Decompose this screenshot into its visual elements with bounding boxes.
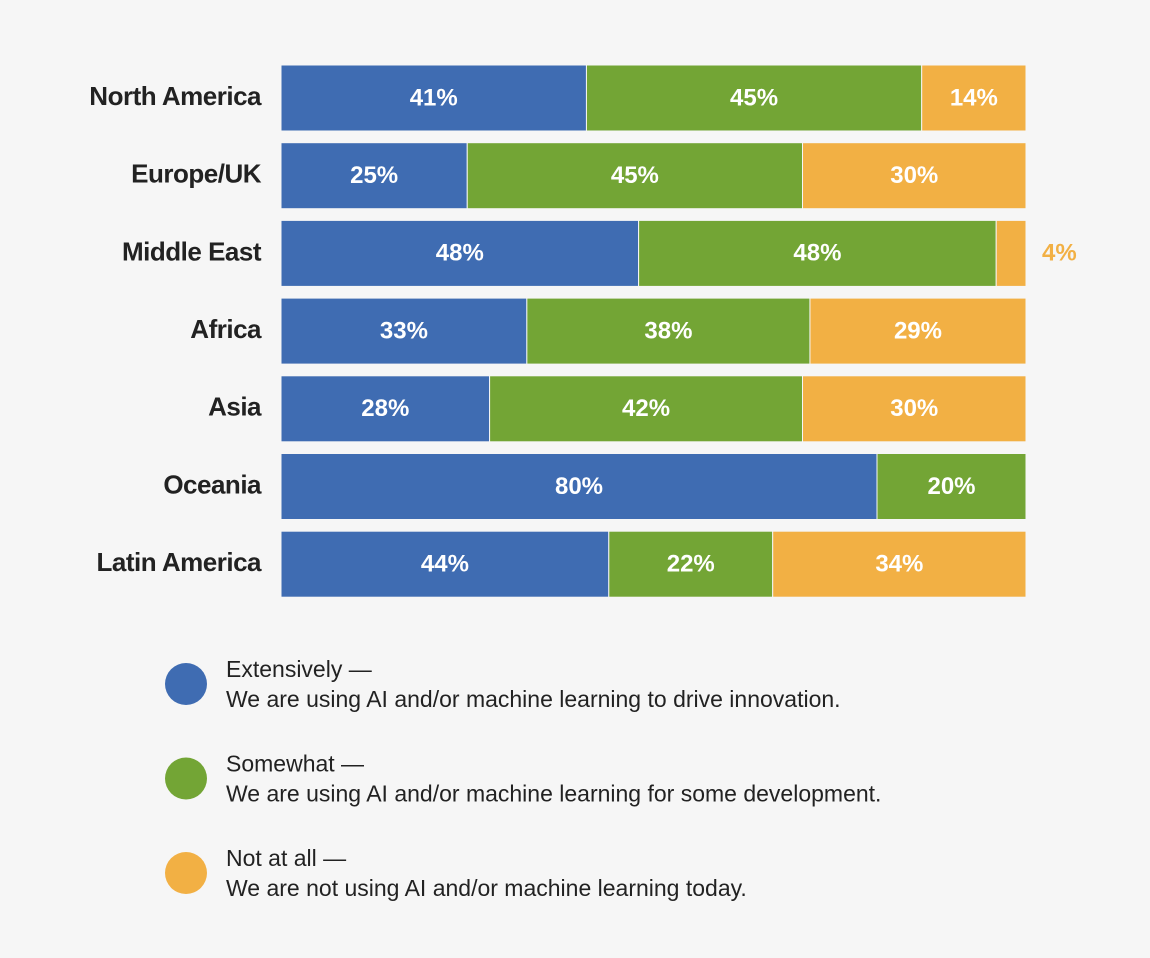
data-label: 28%	[361, 395, 409, 422]
data-label: 41%	[410, 84, 458, 111]
bar-segment	[809, 297, 1027, 365]
bar-segment	[466, 142, 803, 210]
data-label: 34%	[875, 551, 923, 578]
bar-segment	[280, 375, 491, 443]
data-label: 80%	[555, 473, 603, 500]
bar-segment	[526, 297, 811, 365]
legend-label: Somewhat —	[226, 751, 364, 777]
category-label: Europe/UK	[131, 159, 262, 189]
category-label: Asia	[208, 392, 262, 422]
bar-segment	[489, 375, 803, 443]
bar-segment	[608, 530, 774, 598]
data-label: 22%	[667, 551, 715, 578]
bar-segment	[280, 64, 587, 132]
bar-segment	[921, 64, 1027, 132]
legend-marker	[165, 852, 207, 894]
legend-description: We are using AI and/or machine learning …	[226, 686, 841, 712]
bar-segment	[802, 142, 1027, 210]
data-label: 30%	[890, 395, 938, 422]
data-label: 38%	[644, 317, 692, 344]
bar-segment	[585, 64, 923, 132]
bar-segment	[995, 219, 1027, 287]
data-label: 14%	[950, 84, 998, 111]
data-label: 42%	[622, 395, 670, 422]
legend-marker	[165, 757, 207, 800]
bar-segment	[280, 219, 640, 287]
data-label: 20%	[927, 473, 975, 500]
category-label: Oceania	[163, 469, 262, 499]
data-label: 48%	[793, 240, 841, 267]
legend-description: We are not using AI and/or machine learn…	[226, 875, 747, 901]
category-label: Latin America	[97, 547, 263, 577]
bar-segment	[280, 142, 468, 210]
category-label: North America	[89, 81, 262, 111]
bar-segment	[280, 453, 878, 520]
bar-segment	[280, 297, 528, 365]
data-label: 4%	[1042, 240, 1077, 267]
legend-label: Not at all —	[226, 845, 346, 871]
bar-segment	[802, 375, 1027, 443]
data-label: 29%	[894, 317, 942, 344]
data-label: 45%	[730, 84, 778, 111]
bar-segment	[876, 453, 1027, 520]
bar-segment	[772, 530, 1027, 598]
data-label: 25%	[350, 162, 398, 189]
category-label: Africa	[190, 314, 262, 344]
legend-description: We are using AI and/or machine learning …	[226, 781, 881, 807]
data-label: 33%	[380, 317, 428, 344]
legend-marker	[165, 663, 207, 705]
legend-label: Extensively —	[226, 656, 372, 682]
data-label: 44%	[421, 551, 469, 578]
data-label: 30%	[890, 162, 938, 189]
data-label: 45%	[611, 162, 659, 189]
data-label: 48%	[436, 240, 484, 267]
category-label: Middle East	[122, 236, 262, 266]
bar-segment	[280, 530, 610, 598]
bar-segment	[638, 219, 997, 287]
